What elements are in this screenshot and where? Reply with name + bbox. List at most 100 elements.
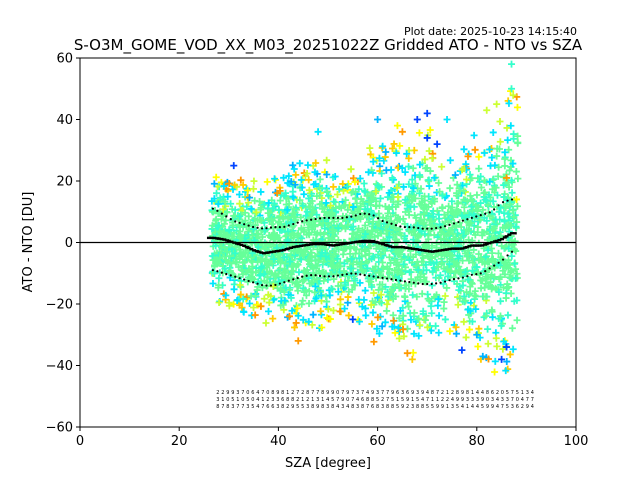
count-label-row1: 9: [326, 390, 329, 396]
count-label-row2: 8: [286, 397, 289, 403]
count-label-row2: 1: [436, 397, 439, 403]
count-label-row3: 4: [531, 404, 534, 410]
scatter-point: [214, 221, 222, 229]
scatter-point: [368, 255, 376, 263]
scatter-point: [370, 289, 378, 297]
mean-marker: [368, 239, 373, 243]
std-lower-marker: [466, 275, 469, 278]
count-label-row2: 1: [431, 397, 434, 403]
std-upper-marker: [256, 226, 259, 229]
count-label-row2: 7: [511, 397, 514, 403]
scatter-point: [224, 193, 232, 201]
scatter-point: [417, 185, 425, 193]
scatter-point: [405, 154, 413, 162]
scatter-point: [256, 271, 264, 279]
scatter-point: [338, 223, 346, 231]
scatter-point: [500, 338, 508, 346]
scatter-point: [464, 251, 472, 259]
scatter-point: [332, 250, 340, 258]
outlier-point: [508, 60, 516, 68]
scatter-point: [398, 270, 406, 278]
scatter-point: [512, 223, 520, 231]
std-lower-marker: [372, 275, 375, 278]
scatter-point: [380, 157, 388, 165]
scatter-point: [484, 340, 492, 348]
scatter-point: [320, 277, 328, 285]
count-label-row2: 2: [446, 397, 449, 403]
scatter-point: [514, 139, 522, 147]
std-lower-marker: [452, 277, 456, 281]
scatter-point: [377, 229, 385, 237]
count-label-row2: 0: [251, 397, 254, 403]
scatter-point: [374, 313, 382, 321]
count-label-row3: 8: [321, 404, 324, 410]
scatter-point: [512, 265, 520, 273]
outlier-point: [398, 128, 406, 136]
scatter-point: [479, 206, 487, 214]
scatter-point: [467, 219, 475, 227]
count-label-row1: 9: [461, 390, 464, 396]
scatter-point: [451, 171, 459, 179]
scatter-point: [263, 178, 271, 186]
mean-marker: [440, 248, 445, 252]
scatter-point: [368, 190, 376, 198]
x-tick-label: 40: [270, 434, 287, 449]
scatter-point: [484, 273, 492, 281]
scatter-point: [505, 183, 513, 191]
scatter-point: [447, 226, 455, 234]
count-label-row3: 4: [476, 404, 479, 410]
mean-marker: [504, 235, 509, 238]
scatter-point: [239, 181, 247, 189]
mean-marker: [381, 242, 386, 246]
std-upper-marker: [470, 216, 473, 219]
scatter-point: [494, 249, 502, 257]
std-lower-marker: [292, 278, 295, 281]
scatter-point: [419, 220, 427, 228]
std-upper-marker: [421, 227, 424, 230]
scatter-point: [311, 168, 319, 176]
std-upper-marker: [501, 200, 505, 204]
std-upper-marker: [341, 216, 344, 219]
std-upper-marker: [452, 222, 456, 225]
scatter-point: [402, 281, 410, 289]
scatter-point: [488, 306, 496, 314]
scatter-point: [316, 175, 324, 183]
count-label-row3: 4: [471, 404, 474, 410]
scatter-point: [208, 252, 216, 260]
scatter-point: [485, 191, 493, 199]
scatter-point: [414, 266, 422, 274]
chart-title: S-O3M_GOME_VOD_XX_M03_20251022Z Gridded …: [74, 36, 583, 55]
scatter-point: [428, 199, 436, 207]
mean-marker: [395, 245, 400, 249]
scatter-point: [374, 182, 382, 190]
count-label-row1: 4: [366, 390, 369, 396]
count-label-row1: 7: [511, 390, 514, 396]
mean-marker: [390, 245, 395, 249]
count-label-row1: 9: [391, 390, 394, 396]
scatter-point: [379, 258, 387, 266]
scatter-point: [388, 174, 396, 182]
count-label-row2: 9: [341, 397, 344, 403]
count-label-row1: 7: [316, 390, 319, 396]
scatter-point: [252, 292, 260, 300]
scatter-point: [501, 217, 509, 225]
scatter-point: [289, 267, 297, 275]
scatter-point: [496, 138, 504, 146]
std-upper-marker: [354, 214, 357, 217]
std-lower-marker: [327, 275, 331, 278]
scatter-point: [370, 338, 378, 346]
outlier-point: [493, 100, 501, 108]
scatter-point: [219, 205, 227, 213]
scatter-point: [448, 197, 456, 205]
scatter-point: [340, 260, 348, 268]
scatter-point: [326, 315, 334, 323]
mean-marker: [328, 244, 333, 247]
scatter-point: [341, 279, 349, 287]
scatter-point: [398, 164, 406, 172]
std-upper-marker: [399, 225, 402, 228]
count-label-row1: 2: [441, 390, 444, 396]
scatter-point: [325, 234, 333, 242]
scatter-point: [300, 219, 308, 227]
scatter-point: [280, 253, 288, 261]
